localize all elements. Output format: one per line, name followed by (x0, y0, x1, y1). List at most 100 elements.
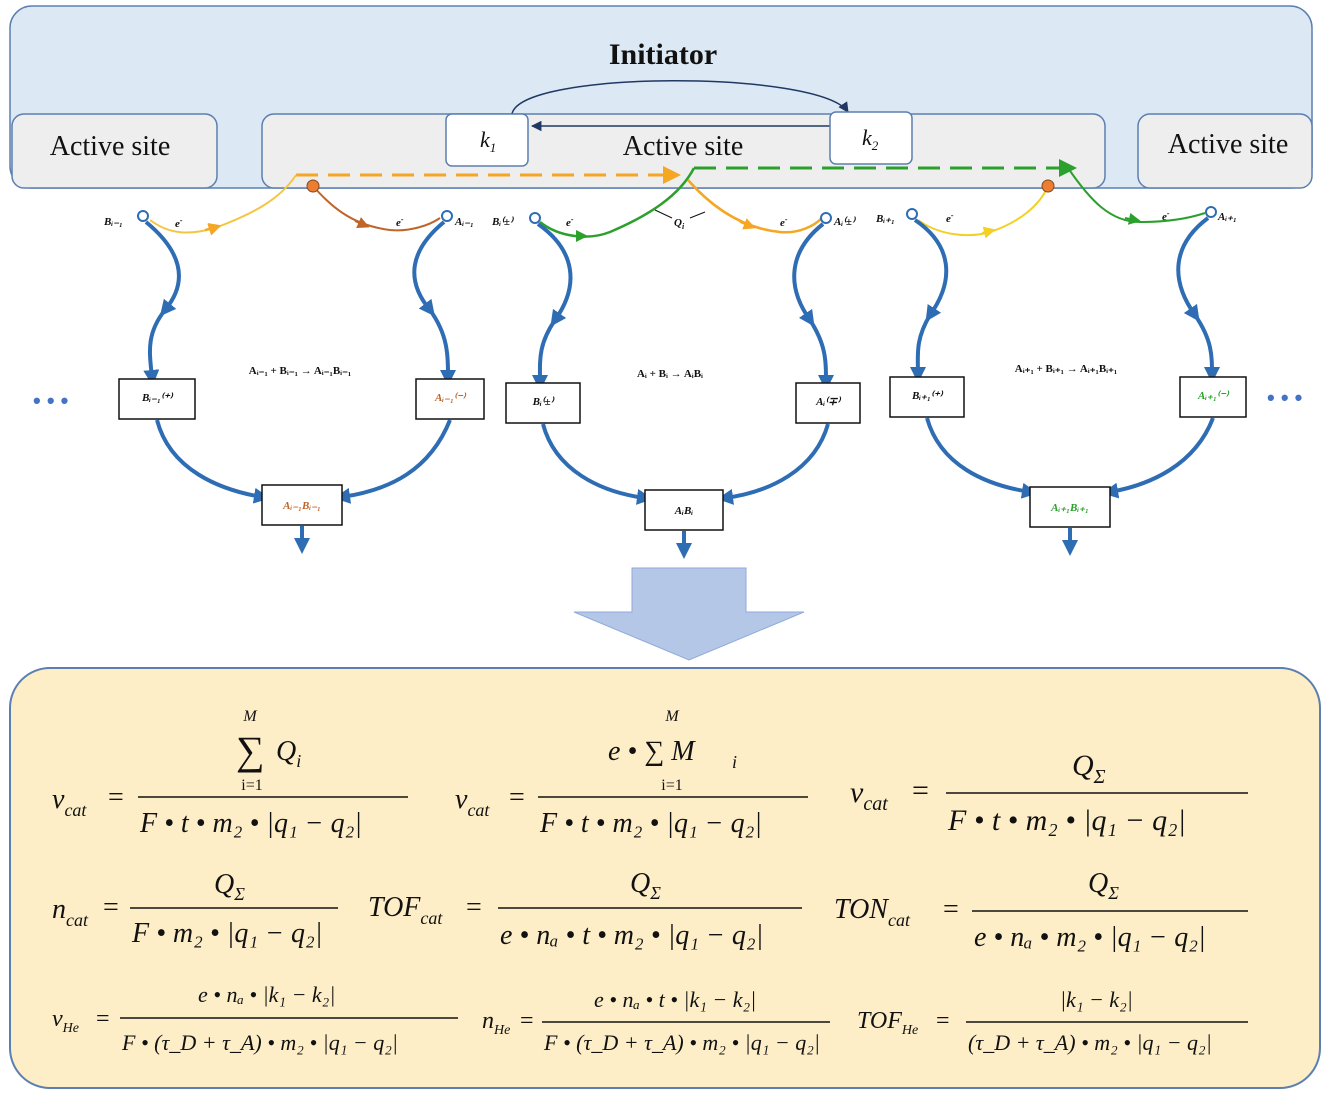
center-reaction: Aᵢ + Bᵢ → AᵢBᵢ (637, 368, 703, 380)
center-product-box (644, 489, 724, 531)
right-a-box (1179, 376, 1247, 418)
left-a-node-label: Aᵢ₋₁ (454, 216, 474, 228)
svg-text:=: = (912, 774, 929, 807)
center-b-node-label: Bᵢ⁽±⁾ (491, 216, 514, 228)
svg-text:=: = (96, 1006, 110, 1032)
right-a-arrow (1176, 216, 1220, 383)
svg-text:nHe: nHe (482, 1008, 510, 1038)
svg-text:F • (τ_D + τ_A) • m₂ • |q₁ − q: F • (τ_D + τ_A) • m₂ • |q₁ − q₂| (121, 1030, 398, 1055)
right-b-node-label: Bᵢ₊₁ (875, 213, 895, 225)
center-a-to-product (717, 423, 830, 505)
electron-label: e- (946, 211, 954, 225)
k2-label: k2 (862, 125, 879, 153)
equation-row3-1: vHe = e • nₐ • |k₁ − k₂| F • (τ_D + τ_A)… (52, 982, 458, 1055)
left-a-to-product (334, 419, 452, 504)
right-b-box (889, 376, 965, 418)
equations-panel (9, 667, 1321, 1089)
active-site-center-label: Active site (623, 131, 744, 162)
left-reaction: Aᵢ₋₁ + Bᵢ₋₁ → Aᵢ₋₁Bᵢ₋₁ (249, 365, 351, 377)
left-a-arrow (412, 220, 456, 386)
electron-label: e- (1162, 209, 1170, 223)
right-b-node (906, 208, 918, 220)
k1-box (445, 113, 529, 167)
active-site-right (1137, 113, 1313, 189)
svg-text:F • m₂ • |q₁ − q₂|: F • m₂ • |q₁ − q₂| (131, 918, 322, 949)
svg-text:TOFHe: TOFHe (857, 1008, 918, 1038)
center-a-box-label: Aᵢ⁽∓⁾ (815, 396, 841, 408)
left-a-box (415, 378, 485, 420)
right-b-box-label: Bᵢ₊₁⁽⁺⁾ (911, 390, 943, 402)
svg-text:QΣ: QΣ (630, 868, 661, 903)
svg-text:e • nₐ • |k₁ − k₂|: e • nₐ • |k₁ − k₂| (198, 982, 335, 1007)
center-b-node (529, 212, 541, 224)
center-a-node-label: Aᵢ⁽±⁾ (833, 216, 856, 228)
k2-box (829, 111, 913, 165)
svg-text:i=1: i=1 (241, 777, 262, 794)
svg-text:F • (τ_D + τ_A) • m₂ • |q₁ − q: F • (τ_D + τ_A) • m₂ • |q₁ − q₂| (543, 1030, 820, 1055)
center-a-box (795, 382, 861, 424)
svg-text:i=1: i=1 (661, 777, 682, 794)
svg-text:M: M (242, 708, 258, 725)
right-b-to-product (925, 417, 1038, 499)
right-reaction: Aᵢ₊₁ + Bᵢ₊₁ → Aᵢ₊₁Bᵢ₊₁ (1015, 363, 1117, 375)
svg-text:vHe: vHe (52, 1006, 79, 1036)
q-leader (654, 209, 706, 219)
active-site-left (11, 113, 218, 189)
center-orange-arrowhead (739, 218, 756, 230)
svg-text:e • nₐ • m₂ • |q₁ − q₂|: e • nₐ • m₂ • |q₁ − q₂| (974, 922, 1206, 953)
svg-text:QΣ: QΣ (1072, 749, 1106, 788)
svg-text:(τ_D + τ_A) • m₂ • |q₁ − q₂|: (τ_D + τ_A) • m₂ • |q₁ − q₂| (968, 1030, 1212, 1055)
left-brown-arrowhead (354, 217, 370, 229)
svg-text:=: = (108, 782, 124, 813)
electron-label: e- (396, 215, 404, 229)
svg-text:|k₁ − k₂|: |k₁ − k₂| (1060, 987, 1133, 1012)
center-green-path (539, 167, 696, 238)
svg-text:=: = (509, 782, 525, 813)
left-b-arrow (143, 220, 181, 386)
right-yellow-arrowhead (981, 226, 996, 239)
left-yellow-arrowhead (204, 222, 221, 235)
left-a-box-label: Aᵢ₋₁⁽⁻⁾ (434, 392, 466, 404)
right-product-box (1029, 486, 1111, 528)
right-product-label: Aᵢ₊₁Bᵢ₊₁ (1050, 502, 1089, 514)
right-a-to-product (1102, 417, 1215, 499)
svg-text:=: = (466, 892, 482, 923)
electron-label: e- (175, 216, 183, 230)
initiator-title: Initiator (609, 38, 717, 71)
svg-text:i: i (732, 752, 737, 772)
svg-text:e • nₐ • t • |k₁ − k₂|: e • nₐ • t • |k₁ − k₂| (594, 987, 756, 1012)
svg-text:e • ∑ M: e • ∑ M (608, 736, 696, 767)
right-a-node-label: Aᵢ₊₁ (1217, 211, 1237, 223)
svg-text:vcat: vcat (455, 784, 490, 820)
svg-text:ncat: ncat (52, 894, 89, 930)
equation-row2-1: ncat = QΣ F • m₂ • |q₁ − q₂| (52, 869, 338, 949)
left-b-box-label: Bᵢ₋₁⁽⁺⁾ (141, 392, 173, 404)
right-yellow-path (917, 185, 1049, 237)
equation-row1-3: vcat = QΣ F • t • m₂ • |q₁ − q₂| (850, 749, 1248, 837)
svg-text:∑: ∑ (236, 728, 265, 773)
equation-row3-3: TOFHe = |k₁ − k₂| (τ_D + τ_A) • m₂ • |q₁… (857, 987, 1248, 1055)
equation-row3-2: nHe = e • nₐ • t • |k₁ − k₂| F • (τ_D + … (482, 987, 830, 1055)
left-ellipsis: • • • (33, 388, 68, 413)
svg-text:M: M (664, 708, 680, 725)
right-junction-dot (1041, 179, 1055, 193)
left-product-box (261, 484, 343, 526)
left-junction-dot (306, 179, 320, 193)
svg-text:=: = (943, 894, 959, 925)
k1-to-k2-arrow (511, 80, 849, 115)
svg-text:vcat: vcat (850, 776, 888, 815)
left-product-label: Aᵢ₋₁Bᵢ₋₁ (282, 500, 321, 512)
svg-text:QΣ: QΣ (1088, 868, 1119, 903)
center-a-node (820, 212, 832, 224)
center-b-box-label: Bᵢ⁽±⁾ (532, 396, 555, 408)
equation-row2-3: TONcat = QΣ e • nₐ • m₂ • |q₁ − q₂| (834, 868, 1248, 953)
left-b-box (118, 378, 196, 420)
svg-text:TONcat: TONcat (834, 894, 911, 930)
svg-text:F • t • m₂ • |q₁ − q₂|: F • t • m₂ • |q₁ − q₂| (539, 808, 762, 839)
center-b-arrow (531, 222, 573, 391)
svg-text:=: = (520, 1008, 534, 1034)
svg-text:=: = (936, 1008, 950, 1034)
left-brown-path (311, 184, 441, 232)
svg-text:F • t • m₂ • |q₁ − q₂|: F • t • m₂ • |q₁ − q₂| (947, 804, 1186, 837)
